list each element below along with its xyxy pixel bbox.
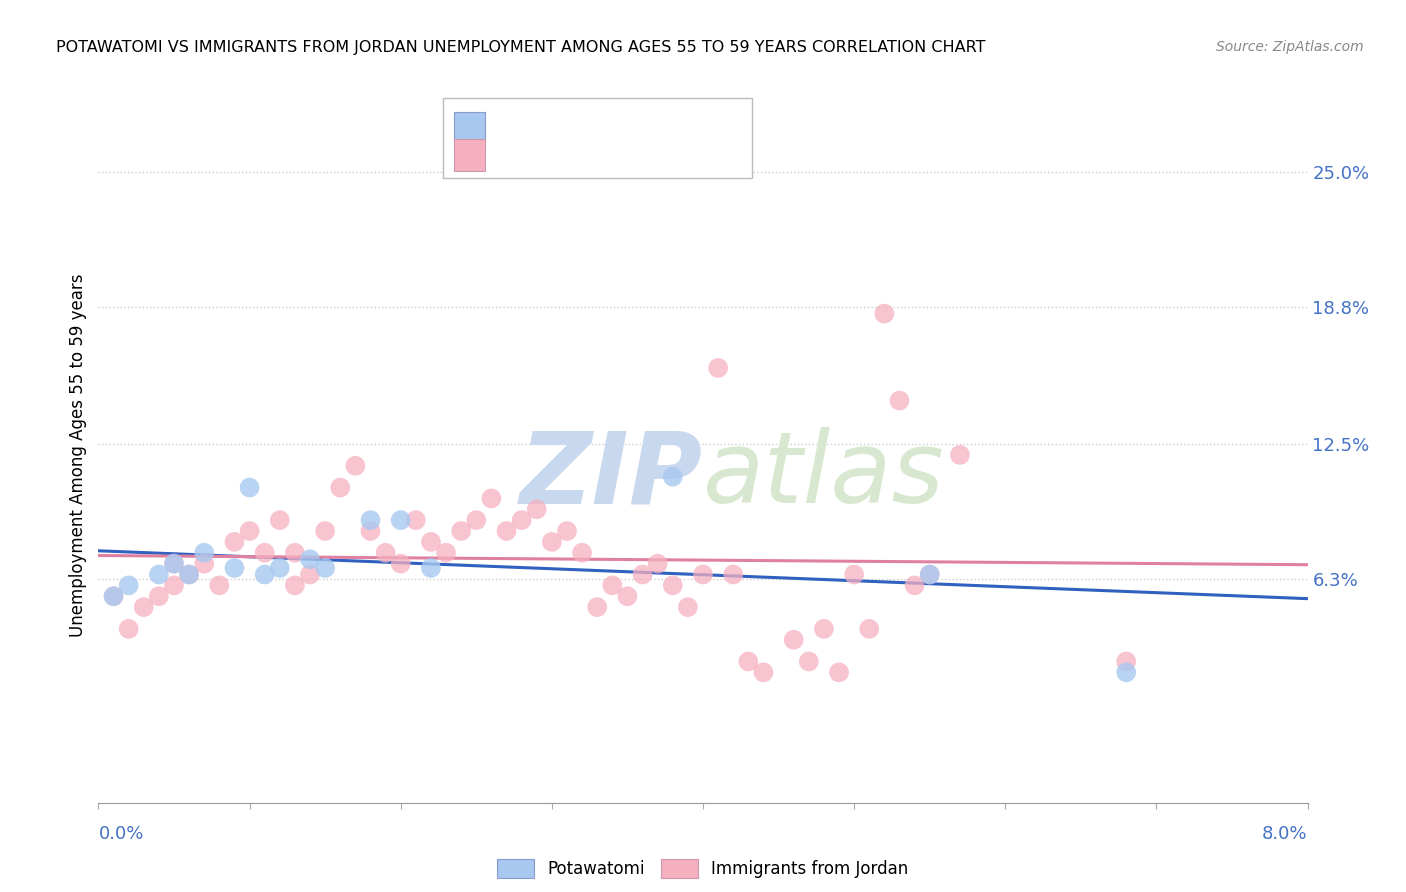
Point	[389, 557, 412, 571]
Legend: Potawatomi, Immigrants from Jordan: Potawatomi, Immigrants from Jordan	[491, 853, 915, 885]
Point	[420, 561, 443, 575]
Point	[314, 561, 336, 575]
Point	[299, 552, 322, 566]
Point	[481, 491, 503, 506]
Point	[828, 665, 851, 680]
Y-axis label: Unemployment Among Ages 55 to 59 years: Unemployment Among Ages 55 to 59 years	[69, 273, 87, 637]
Text: 8.0%: 8.0%	[1263, 824, 1308, 843]
Point	[360, 524, 382, 538]
Text: POTAWATOMI VS IMMIGRANTS FROM JORDAN UNEMPLOYMENT AMONG AGES 55 TO 59 YEARS CORR: POTAWATOMI VS IMMIGRANTS FROM JORDAN UNE…	[56, 40, 986, 55]
Point	[163, 557, 186, 571]
Point	[224, 561, 246, 575]
Point	[329, 481, 352, 495]
Point	[797, 655, 820, 669]
Text: N =: N =	[617, 111, 648, 128]
Point	[118, 578, 141, 592]
Point	[1115, 655, 1137, 669]
Point	[193, 557, 215, 571]
Point	[844, 567, 866, 582]
Point	[224, 534, 246, 549]
Point	[555, 524, 578, 538]
Point	[495, 524, 517, 538]
Point	[676, 600, 699, 615]
Text: 0.0%: 0.0%	[98, 824, 143, 843]
Point	[450, 524, 472, 538]
Point	[148, 589, 170, 603]
Text: R =: R =	[494, 138, 524, 156]
Point	[208, 578, 231, 592]
Point	[707, 360, 730, 375]
Point	[873, 307, 896, 321]
Point	[405, 513, 427, 527]
Point	[752, 665, 775, 680]
Point	[571, 546, 593, 560]
Point	[314, 524, 336, 538]
Text: -0.357: -0.357	[538, 111, 598, 128]
Point	[783, 632, 806, 647]
Point	[647, 557, 669, 571]
Point	[918, 567, 941, 582]
Point	[389, 513, 412, 527]
Text: Source: ZipAtlas.com: Source: ZipAtlas.com	[1216, 40, 1364, 54]
Text: 18: 18	[659, 111, 682, 128]
Point	[723, 567, 745, 582]
Point	[465, 513, 488, 527]
Point	[253, 546, 276, 560]
Point	[904, 578, 927, 592]
Text: 0.043: 0.043	[538, 138, 591, 156]
Point	[661, 469, 683, 483]
Text: ZIP: ZIP	[520, 427, 703, 524]
Text: N =: N =	[617, 138, 648, 156]
Point	[239, 524, 262, 538]
Point	[239, 481, 262, 495]
Point	[253, 567, 276, 582]
Point	[299, 567, 322, 582]
Point	[616, 589, 638, 603]
Point	[179, 567, 201, 582]
Point	[163, 557, 186, 571]
Point	[692, 567, 714, 582]
Point	[132, 600, 155, 615]
Point	[889, 393, 911, 408]
Point	[631, 567, 654, 582]
Point	[1115, 665, 1137, 680]
Point	[193, 546, 215, 560]
Point	[269, 561, 291, 575]
Point	[949, 448, 972, 462]
Point	[360, 513, 382, 527]
Point	[813, 622, 835, 636]
Point	[526, 502, 548, 516]
Point	[118, 622, 141, 636]
Point	[284, 578, 307, 592]
Point	[918, 567, 941, 582]
Point	[148, 567, 170, 582]
Text: atlas: atlas	[703, 427, 945, 524]
Point	[661, 578, 683, 592]
Point	[858, 622, 880, 636]
Point	[179, 567, 201, 582]
Point	[269, 513, 291, 527]
Point	[737, 655, 759, 669]
Point	[602, 578, 624, 592]
Point	[103, 589, 125, 603]
Point	[510, 513, 533, 527]
Text: R =: R =	[494, 111, 524, 128]
Point	[420, 534, 443, 549]
Point	[344, 458, 367, 473]
Point	[284, 546, 307, 560]
Point	[540, 534, 562, 549]
Text: 58: 58	[659, 138, 682, 156]
Point	[374, 546, 396, 560]
Point	[163, 578, 186, 592]
Point	[103, 589, 125, 603]
Point	[586, 600, 609, 615]
Point	[434, 546, 457, 560]
